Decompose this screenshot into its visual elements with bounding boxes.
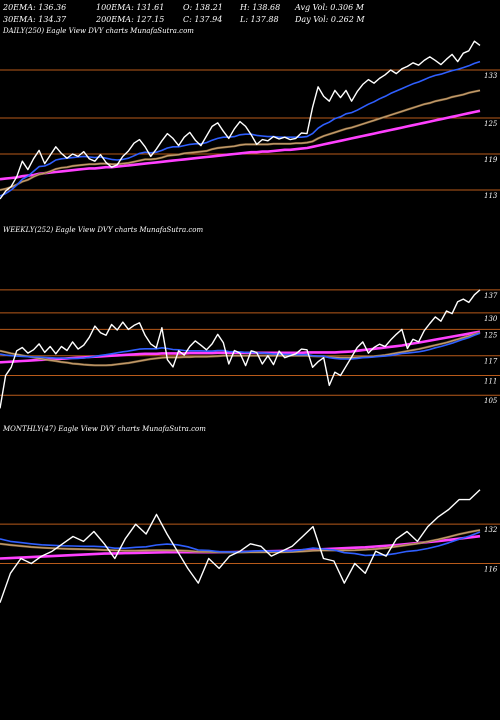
dayvol-value: Day Vol: 0.262 M [295, 15, 365, 24]
tick-label-125: 125 [484, 120, 498, 128]
tick-label-132: 132 [484, 526, 498, 534]
tick-label-137: 137 [484, 292, 498, 300]
tick-label-119: 119 [484, 156, 498, 164]
weekly-panel-label: WEEKLY(252) Eagle View DVY charts Munafa… [3, 226, 204, 234]
high-value: H: 138.68 [240, 3, 281, 12]
daily-chart: 133 125 119 113 [0, 40, 500, 200]
price-line [0, 489, 481, 603]
ema-slow-line [0, 332, 481, 366]
ema-fast-line [0, 60, 481, 197]
monthly-panel-label: MONTHLY(47) Eagle View DVY charts Munafa… [3, 425, 206, 433]
tick-label-130: 130 [484, 315, 498, 323]
tick-label-116: 116 [484, 565, 498, 573]
low-value: L: 137.88 [240, 15, 279, 24]
tick-label-113: 113 [484, 192, 498, 200]
daily-panel-label: DAILY(250) Eagle View DVY charts MunafaS… [3, 27, 194, 35]
tick-label-117: 117 [484, 358, 498, 366]
ema-slow-line-shadow [0, 331, 481, 367]
weekly-chart: 137 130 125 117 111 105 [0, 289, 500, 409]
ema100-value: 100EMA: 131.61 [96, 3, 165, 12]
tick-label-133: 133 [484, 72, 498, 80]
ema-slow-line-shadow [0, 89, 481, 192]
ema-long-line [0, 534, 481, 560]
avgvol-value: Avg Vol: 0.306 M [295, 3, 364, 12]
ema200-value: 200EMA: 127.15 [96, 15, 165, 24]
tick-label-125: 125 [484, 331, 498, 339]
open-value: O: 138.21 [183, 3, 223, 12]
ema20-value: 20EMA: 136.36 [3, 3, 67, 12]
price-line [0, 40, 481, 200]
ema-slow-line [0, 529, 481, 553]
price-line [0, 289, 481, 409]
ema30-value: 30EMA: 134.37 [3, 15, 67, 24]
tick-label-111: 111 [484, 377, 497, 385]
ema-fast-line [0, 332, 481, 360]
tick-label-105: 105 [484, 397, 498, 405]
quote-header: 20EMA: 136.36 100EMA: 131.61 O: 138.21 H… [3, 3, 499, 27]
ema-long-line [0, 109, 481, 181]
close-value: C: 137.94 [183, 15, 223, 24]
ema-slow-line [0, 89, 481, 191]
monthly-chart: 132 116 [0, 489, 500, 603]
